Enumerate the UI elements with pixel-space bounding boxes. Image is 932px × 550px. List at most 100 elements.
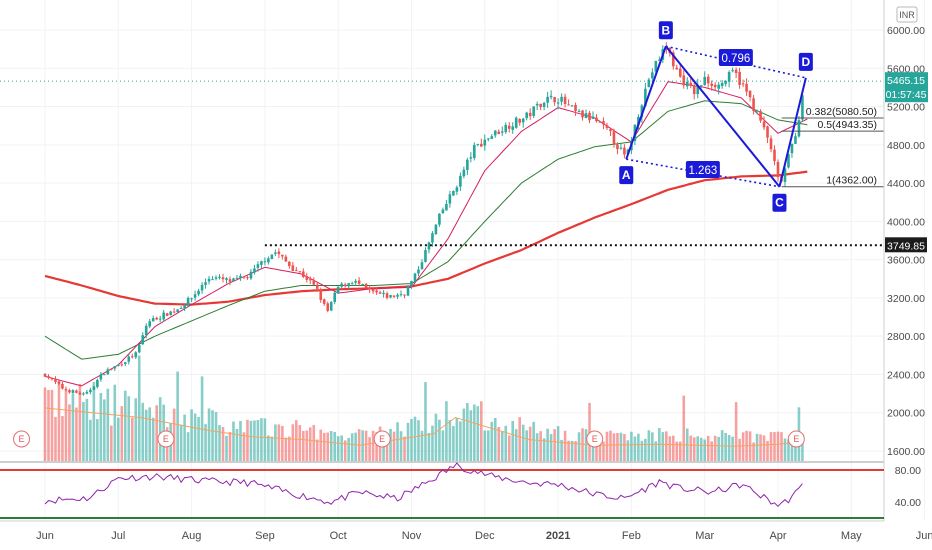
volume-bar bbox=[277, 424, 281, 461]
moving-average-line-2 bbox=[44, 81, 808, 387]
ratio-label-1[interactable]: 1.263 bbox=[685, 160, 720, 178]
volume-bar bbox=[385, 439, 389, 461]
candle bbox=[783, 168, 787, 182]
earnings-marker-0[interactable]: E bbox=[13, 430, 31, 448]
point-label-d[interactable]: D bbox=[798, 52, 813, 71]
volume-bar bbox=[54, 416, 57, 461]
volume-bar bbox=[794, 434, 797, 461]
candle bbox=[96, 379, 99, 387]
candle bbox=[699, 85, 703, 87]
candle bbox=[291, 265, 295, 271]
candle bbox=[267, 258, 270, 263]
rsi-axis[interactable]: 80.00 40.00 bbox=[895, 465, 921, 509]
volume-bar bbox=[574, 441, 577, 461]
fib-level-label-0: 0.382(5080.50) bbox=[806, 106, 877, 118]
earnings-marker-3[interactable]: E bbox=[586, 430, 604, 448]
volume-bar bbox=[612, 433, 616, 461]
candle bbox=[399, 294, 403, 296]
candle bbox=[567, 104, 570, 106]
candle bbox=[539, 103, 542, 108]
candle bbox=[260, 261, 263, 265]
candle bbox=[755, 110, 759, 112]
earnings-marker-1[interactable]: E bbox=[157, 430, 175, 448]
level-tag[interactable]: 3749.85 bbox=[885, 237, 927, 253]
volume-bar bbox=[668, 436, 672, 461]
rsi-pane bbox=[0, 462, 884, 519]
currency-badge[interactable]: INR bbox=[896, 6, 918, 23]
volume-bar bbox=[528, 426, 532, 461]
volume-bar bbox=[350, 433, 354, 461]
volume-bar bbox=[521, 424, 525, 461]
candle bbox=[584, 113, 588, 119]
candle bbox=[50, 378, 54, 380]
moving-averages bbox=[44, 81, 808, 387]
candle bbox=[734, 69, 738, 74]
time-axis[interactable]: Jun Jul Aug Sep Oct Nov Dec 2021 Feb Mar Apr May Jun bbox=[36, 530, 932, 542]
time-tick-label-0: Jun bbox=[36, 530, 54, 542]
volume-bar bbox=[204, 424, 207, 461]
volume-bar bbox=[706, 435, 710, 461]
earnings-marker-2[interactable]: E bbox=[373, 430, 391, 448]
candle bbox=[319, 289, 323, 300]
ratio-label-0[interactable]: 0.796 bbox=[718, 49, 753, 67]
volume-bar bbox=[141, 402, 145, 461]
volume-bar bbox=[445, 401, 448, 461]
candle bbox=[82, 393, 85, 395]
candle bbox=[766, 126, 769, 138]
volume-bar bbox=[553, 429, 556, 461]
volume-bar bbox=[228, 431, 232, 461]
volume-bar bbox=[256, 419, 260, 461]
candle bbox=[556, 102, 560, 104]
candle bbox=[417, 269, 420, 274]
earnings-marker-4[interactable]: E bbox=[787, 430, 805, 448]
candle bbox=[731, 70, 734, 72]
volume-bar bbox=[211, 410, 214, 461]
candle bbox=[326, 303, 330, 311]
volume-bar bbox=[312, 424, 316, 461]
volume-bar bbox=[399, 431, 403, 461]
candlesticks bbox=[43, 42, 804, 396]
candle bbox=[696, 84, 700, 95]
candle bbox=[605, 125, 609, 128]
volume-bar bbox=[542, 438, 546, 461]
time-tick-label-1: Jul bbox=[111, 530, 125, 542]
moving-average-line-0 bbox=[44, 170, 808, 306]
volume-bar bbox=[288, 436, 291, 461]
point-label-box bbox=[658, 21, 673, 40]
volume-bar bbox=[179, 424, 183, 461]
volume-bar bbox=[158, 397, 162, 461]
volume-bar bbox=[780, 432, 783, 461]
volume-bar bbox=[193, 413, 197, 461]
volume-bar bbox=[703, 439, 706, 461]
point-label-box bbox=[619, 166, 634, 185]
current-price-tag[interactable]: 5465.15 01:57:45 bbox=[885, 72, 928, 103]
candle bbox=[392, 295, 396, 297]
candle bbox=[546, 96, 549, 103]
candle bbox=[644, 88, 647, 107]
volume-bar bbox=[535, 433, 539, 461]
candle bbox=[504, 124, 508, 133]
volume-bar bbox=[200, 376, 204, 461]
point-label-b[interactable]: B bbox=[658, 21, 673, 40]
point-label-a[interactable]: A bbox=[619, 166, 634, 185]
candle bbox=[183, 305, 186, 309]
price-tick-label-5: 4000.00 bbox=[887, 216, 925, 228]
volume-bar bbox=[480, 401, 483, 461]
abcd-pattern[interactable]: 0.796 1.263 A B C D bbox=[619, 21, 813, 212]
candle bbox=[364, 283, 368, 288]
candle bbox=[623, 147, 626, 155]
candle bbox=[89, 389, 92, 393]
fib-retracement[interactable]: 0.382(5080.50)0.5(4943.35) 1(4362.00) bbox=[781, 106, 884, 188]
volume-bar bbox=[221, 427, 225, 461]
volume-bar bbox=[246, 419, 249, 461]
ratio-label-text: 0.796 bbox=[721, 53, 750, 65]
fib-level-label-2: 1(4362.00) bbox=[826, 175, 877, 187]
point-label-c[interactable]: C bbox=[772, 193, 787, 212]
candle bbox=[284, 256, 288, 262]
volume-bar bbox=[762, 435, 766, 461]
price-tag-box bbox=[885, 72, 928, 103]
candle bbox=[647, 79, 651, 88]
volume-bar bbox=[103, 399, 106, 461]
